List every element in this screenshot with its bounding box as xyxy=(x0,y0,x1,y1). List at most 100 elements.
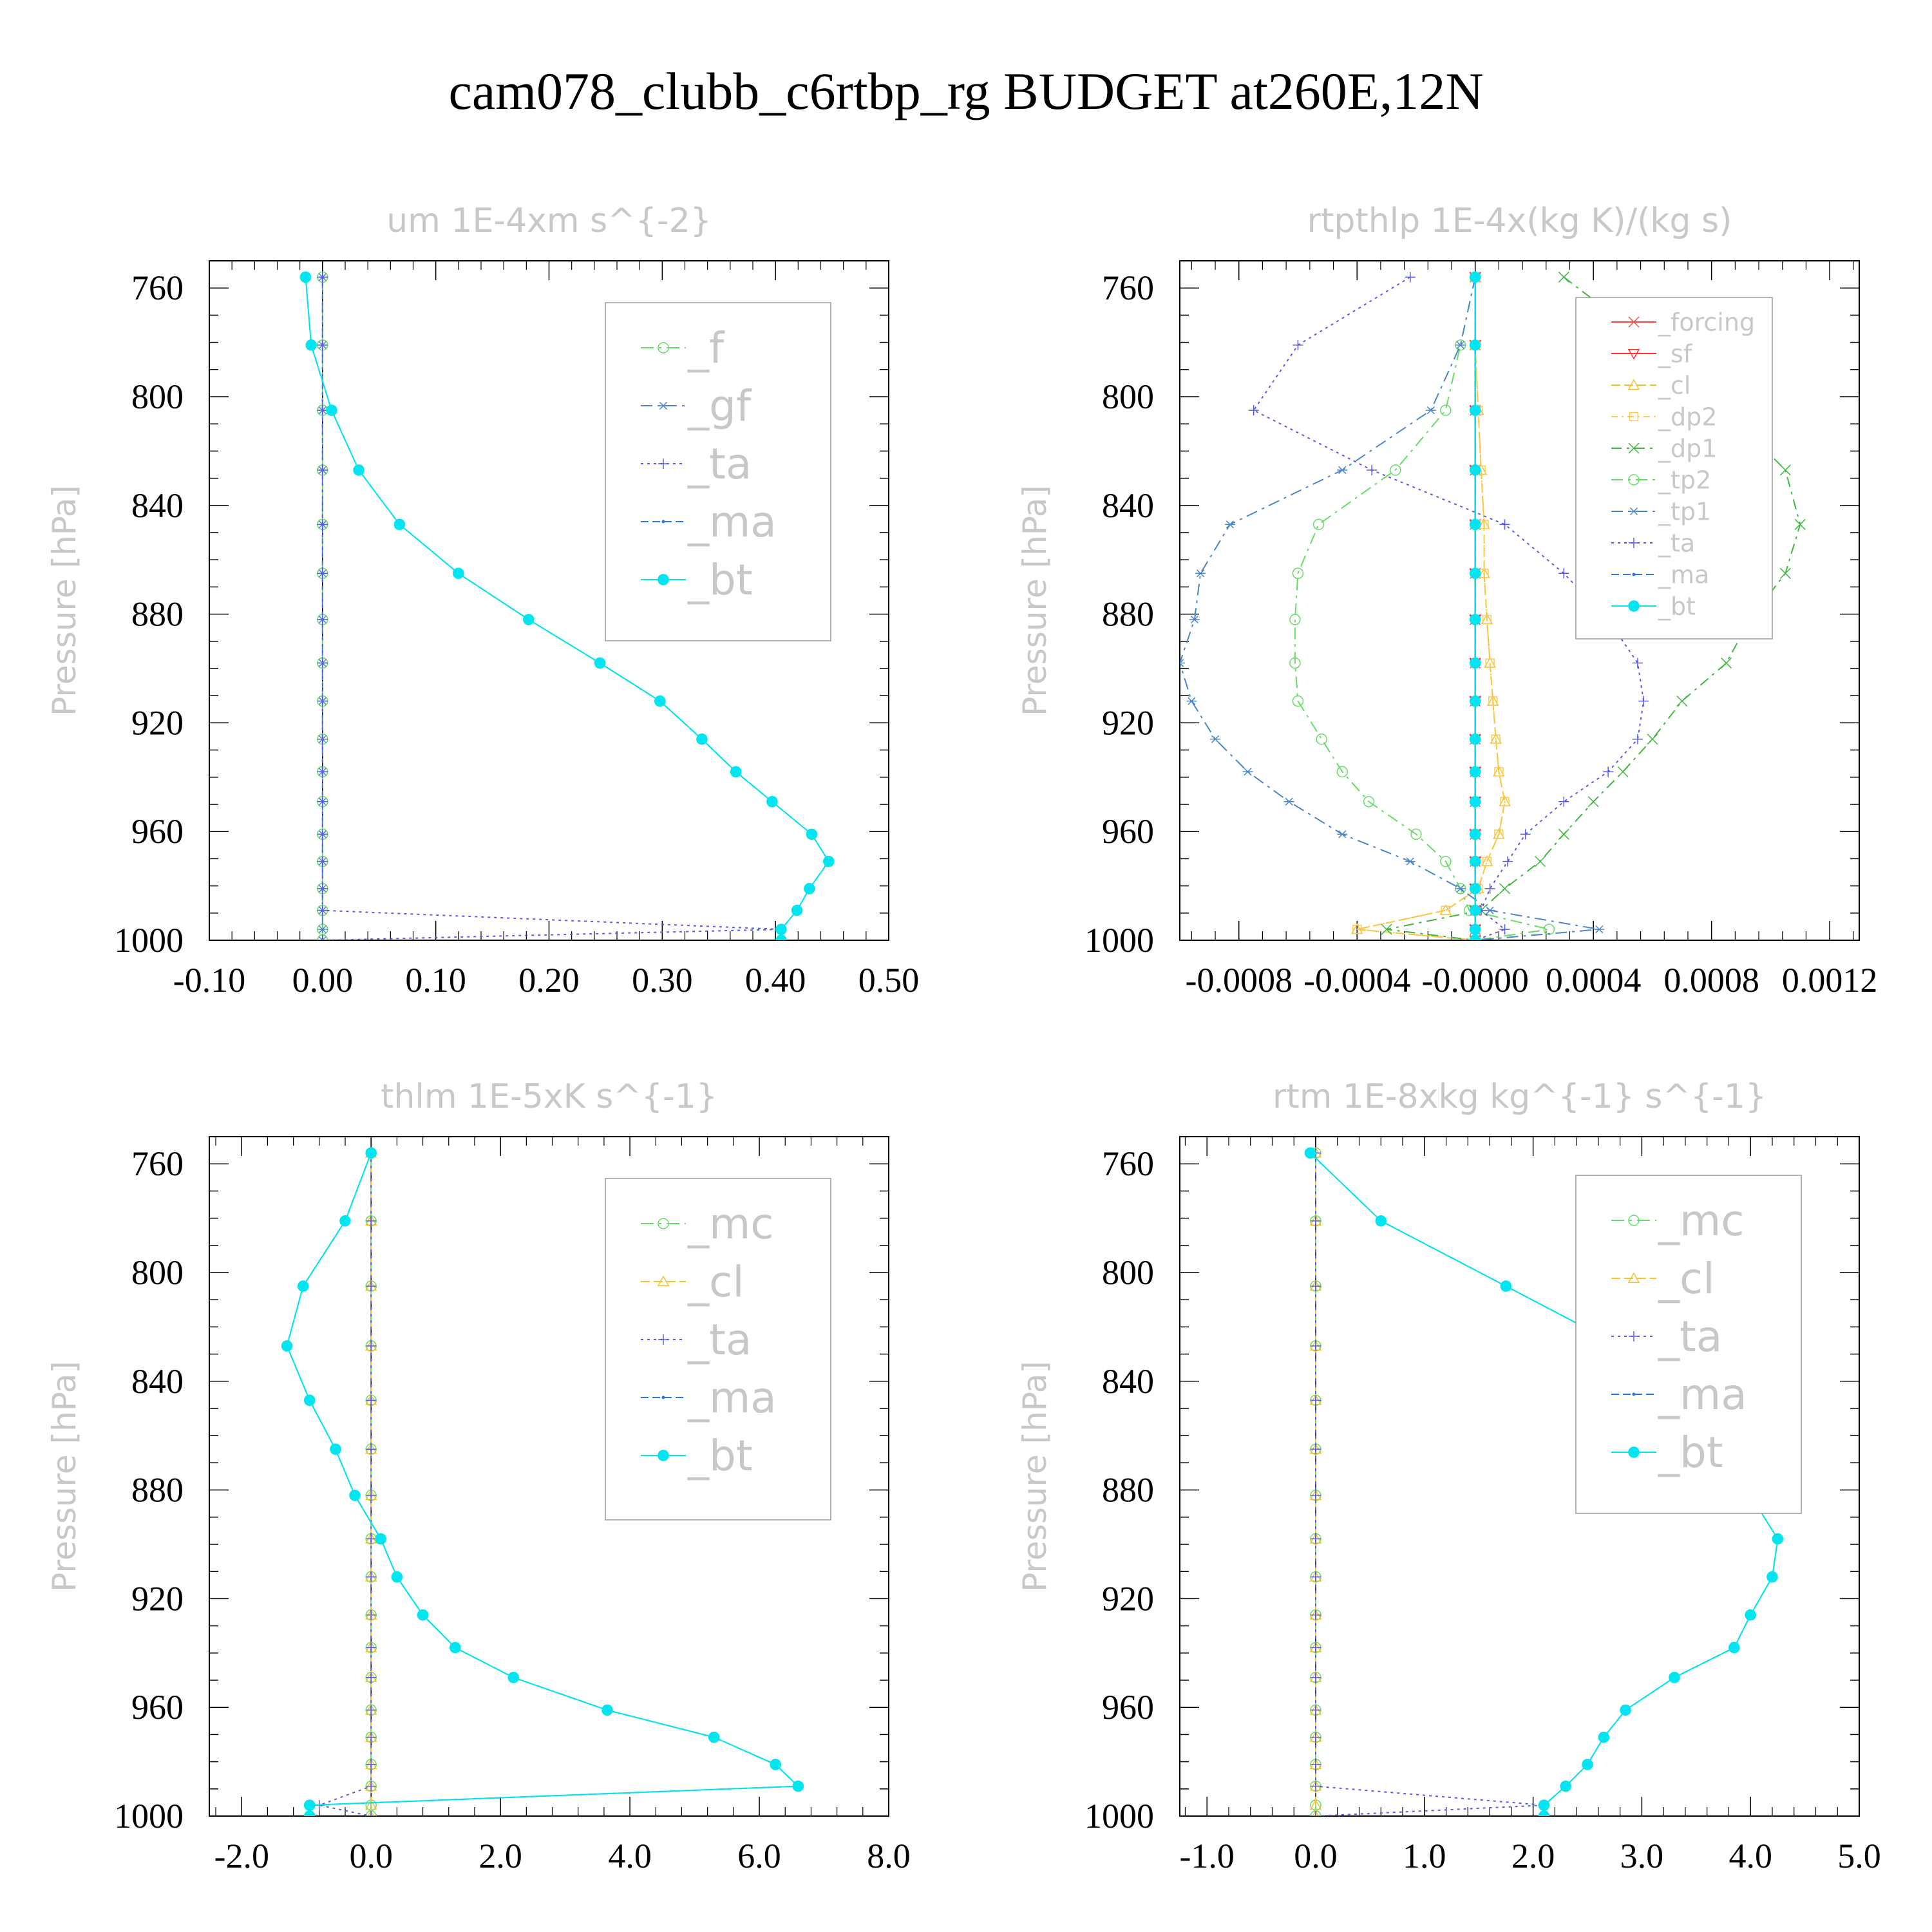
data-point-bt xyxy=(1469,464,1481,476)
data-point-tp2 xyxy=(1440,404,1452,416)
data-point-bt xyxy=(823,855,835,867)
data-point-tp1 xyxy=(1484,906,1495,914)
data-point-dp1 xyxy=(1558,828,1569,840)
data-point-bt xyxy=(1620,1704,1631,1716)
legend-label: _mc xyxy=(1658,1196,1745,1245)
data-point-bt xyxy=(1582,1759,1593,1770)
y-tick-label: 880 xyxy=(1102,595,1154,634)
legend-label: _ta xyxy=(1658,1312,1722,1361)
y-tick-label: 760 xyxy=(1102,1144,1154,1183)
x-tick-label: 0.00 xyxy=(292,961,354,999)
legend-label: _mc xyxy=(687,1199,774,1249)
data-point-bt xyxy=(1598,1731,1610,1743)
data-point-bt xyxy=(339,1215,351,1227)
y-tick-label: 920 xyxy=(1102,703,1154,742)
legend-marker xyxy=(1632,1392,1636,1396)
data-point-tp1 xyxy=(1405,857,1416,866)
data-point-bt xyxy=(353,464,365,476)
chart-panel-1: um 1E-4xm s^{-2} Pressure [hPa] 760 800 840 8… xyxy=(46,202,919,999)
data-point-ta xyxy=(1248,405,1259,416)
y-tick-label: 1000 xyxy=(1084,921,1154,960)
legend-label: _bt xyxy=(687,555,753,605)
data-point-bt xyxy=(1469,614,1481,625)
data-point-bt xyxy=(1560,1780,1572,1792)
data-point-ta xyxy=(317,614,328,625)
x-tick-label: 0.0012 xyxy=(1782,961,1878,999)
chart-title: cam078_clubb_c6rtbp_rg BUDGET at260E,12N xyxy=(448,62,1484,120)
data-point-ta xyxy=(1638,696,1649,706)
legend-marker xyxy=(1627,379,1640,390)
data-point-dp2 xyxy=(1352,924,1362,934)
data-point-tp1 xyxy=(1337,466,1348,475)
legend-marker xyxy=(1629,507,1639,516)
data-point-tp2 xyxy=(1410,828,1422,840)
legend-marker xyxy=(1629,412,1639,422)
data-point-bt xyxy=(523,614,535,625)
data-point-cl xyxy=(1312,1810,1320,1816)
data-point-tp1 xyxy=(1455,341,1466,349)
y-tick-label: 800 xyxy=(1102,377,1154,416)
data-point-dp1 xyxy=(1676,696,1688,707)
data-point-ta xyxy=(317,766,328,777)
data-point-bt xyxy=(393,518,406,531)
x-tick-label: -2.0 xyxy=(214,1837,269,1875)
data-point-ta xyxy=(366,1705,377,1716)
data-point-tp2 xyxy=(1312,518,1325,531)
legend-marker xyxy=(1628,600,1640,612)
data-point-ta xyxy=(317,856,328,867)
data-point-ta xyxy=(1405,272,1416,283)
y-tick-label: 920 xyxy=(1102,1579,1154,1618)
data-point-tp1 xyxy=(1186,697,1197,705)
data-point-bt xyxy=(305,339,317,351)
y-tick-label: 880 xyxy=(131,1471,184,1510)
y-tick-label: 960 xyxy=(131,1688,184,1727)
x-tick-label: 0.0 xyxy=(349,1837,393,1875)
data-point-ta xyxy=(366,1490,377,1501)
data-point-ta xyxy=(1367,464,1378,475)
data-point-bt xyxy=(1772,1533,1784,1545)
legend-label: _ma xyxy=(1658,1370,1747,1419)
legend-label: _tp2 xyxy=(1658,466,1711,494)
data-point-bt xyxy=(297,1280,309,1292)
data-point-ta xyxy=(317,829,328,840)
data-point-tp2 xyxy=(1316,733,1327,745)
x-tick-label: 0.30 xyxy=(632,961,693,999)
series-line-cl xyxy=(1356,277,1506,940)
data-point-bt xyxy=(1469,339,1481,351)
data-point-dp1 xyxy=(1499,883,1511,895)
panel-title: rtm 1E-8xkg kg^{-1} s^{-1} xyxy=(1273,1077,1766,1116)
y-tick-label: 840 xyxy=(1102,1362,1154,1401)
data-point-ta xyxy=(366,1215,377,1226)
series-line-dp2 xyxy=(1356,277,1506,940)
data-point-bt xyxy=(770,1759,781,1770)
data-point-dp1 xyxy=(1779,464,1791,476)
legend-marker xyxy=(1628,1215,1640,1226)
data-point-ta xyxy=(317,272,328,283)
data-point-ta xyxy=(1311,1215,1321,1226)
data-point-ta xyxy=(317,568,328,579)
chart-panel-4: rtm 1E-8xkg kg^{-1} s^{-1} Pressure [hPa]… xyxy=(1016,1077,1881,1875)
x-tick-label: 0.20 xyxy=(518,961,580,999)
data-point-bt xyxy=(1469,695,1481,707)
y-tick-label: 1000 xyxy=(1084,1797,1154,1835)
data-point-ta xyxy=(1311,1642,1321,1653)
x-tick-label: -0.0004 xyxy=(1303,961,1410,999)
data-point-bt xyxy=(1469,828,1481,840)
data-point-dp2 xyxy=(1488,696,1498,706)
legend-label: _ma xyxy=(1658,560,1709,589)
data-point-ta xyxy=(366,1609,377,1620)
data-point-ta xyxy=(1484,883,1495,894)
data-point-tp1 xyxy=(1210,735,1221,743)
series-line-ta xyxy=(1253,276,1645,940)
data-point-tp2 xyxy=(1336,766,1349,778)
data-point-dp2 xyxy=(1482,614,1492,625)
x-tick-label: 5.0 xyxy=(1837,1837,1881,1875)
x-tick-label: 0.0 xyxy=(1294,1837,1338,1875)
legend-label: _bt xyxy=(1658,592,1696,620)
legend-label: _bt xyxy=(1658,1428,1723,1477)
data-point-ta xyxy=(1311,1609,1321,1620)
data-point-tp1 xyxy=(1189,615,1200,624)
legend-marker xyxy=(661,1396,665,1399)
legend: _mc _cl _ta _ma _bt xyxy=(1575,1175,1802,1514)
data-point-bt xyxy=(696,733,708,745)
